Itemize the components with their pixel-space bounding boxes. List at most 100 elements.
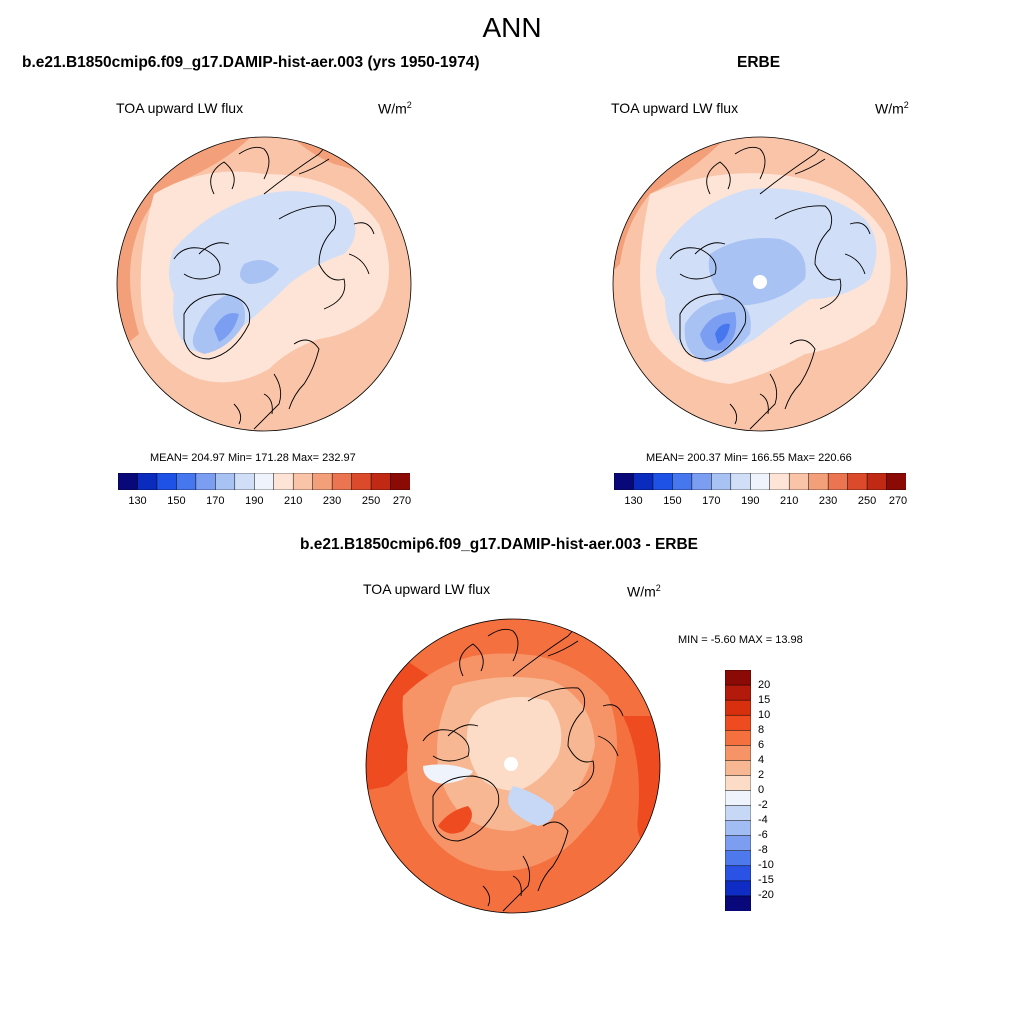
colorbar-swatch (730, 473, 751, 490)
tick-label: 230 (322, 495, 342, 507)
colorbar-swatch (725, 699, 751, 716)
colorbar-swatch (195, 473, 216, 490)
units-label-obs: W/m2 (875, 100, 909, 117)
colorbar-swatch (725, 790, 751, 807)
colorbar-swatch (273, 473, 294, 490)
colorbar-swatch (176, 473, 197, 490)
colorbar-swatch (886, 473, 906, 490)
colorbar-swatch (215, 473, 236, 490)
colorbar-swatch (118, 473, 139, 490)
colorbar-swatch (137, 473, 158, 490)
tick-label: 170 (702, 495, 721, 507)
tick-label: 150 (663, 495, 682, 507)
tick-label: 150 (167, 495, 186, 507)
panel-title-model: b.e21.B1850cmip6.f09_g17.DAMIP-hist-aer.… (22, 54, 480, 71)
tick-label: 130 (624, 495, 643, 507)
tick-label: 270 (888, 495, 908, 507)
main-title: ANN (482, 12, 542, 43)
tick-label: 230 (818, 495, 838, 507)
panel-title-diff: b.e21.B1850cmip6.f09_g17.DAMIP-hist-aer.… (300, 536, 699, 553)
pole-hole (504, 757, 518, 771)
colorbar-swatch (725, 850, 751, 867)
colorbar-model (118, 473, 410, 490)
colorbar-swatch (725, 760, 751, 776)
tick-label: 190 (245, 495, 264, 507)
variable-label-model: TOA upward LW flux (116, 100, 244, 116)
tick-label: 0 (758, 784, 765, 796)
tick-label: -8 (758, 844, 768, 856)
tick-label: 8 (758, 724, 765, 736)
pole-hole (753, 275, 767, 289)
colorbar-swatch (614, 473, 635, 490)
colorbar-swatch (725, 670, 751, 686)
variable-label-diff: TOA upward LW flux (363, 581, 491, 597)
field-band-10 (438, 806, 472, 834)
colorbar-swatch (156, 473, 177, 490)
colorbar-swatch (633, 473, 654, 490)
tick-label: 210 (284, 495, 303, 507)
colorbar-swatch (788, 473, 810, 490)
colorbar-swatch (725, 835, 751, 852)
tick-label: 190 (741, 495, 760, 507)
colorbar-swatch (725, 730, 751, 746)
tick-label: -2 (758, 799, 768, 811)
colorbar-swatch (711, 473, 732, 490)
tick-label: 4 (758, 754, 765, 766)
tick-label: 130 (128, 495, 147, 507)
colorbar-swatch (390, 473, 410, 490)
colorbar-swatch (672, 473, 693, 490)
field-band-190 (240, 260, 279, 284)
map-boundary (612, 136, 908, 432)
colorbar-swatch (370, 473, 392, 490)
colorbar-model-ticks: 130 150 170 190 210 230 250 270 (118, 495, 412, 509)
polar-map-diff (365, 618, 661, 914)
colorbar-swatch (725, 820, 751, 837)
field-band-2 (466, 697, 562, 791)
colorbar-swatch (725, 895, 751, 911)
polar-map-model (116, 136, 412, 432)
colorbar-swatch (847, 473, 868, 490)
colorbar-diff (725, 670, 751, 911)
tick-label: 270 (392, 495, 412, 507)
colorbar-swatch (312, 473, 333, 490)
colorbar-swatch (652, 473, 673, 490)
units-label-model: W/m2 (378, 100, 412, 117)
tick-label: 2 (758, 769, 765, 781)
tick-label: 15 (758, 694, 771, 706)
field-band-190 (708, 238, 806, 306)
colorbar-swatch (351, 473, 372, 490)
stats-model: MEAN= 204.97 Min= 171.28 Max= 232.97 (150, 452, 356, 464)
tick-label: -10 (758, 859, 774, 871)
tick-label: -15 (758, 874, 774, 886)
tick-label: 210 (780, 495, 799, 507)
stats-diff: MIN = -5.60 MAX = 13.98 (678, 634, 803, 646)
colorbar-swatch (808, 473, 829, 490)
panel-title-obs: ERBE (737, 54, 781, 71)
colorbar-diff-ticks: 20 15 10 8 6 4 2 0 -2 -4 -6 -8 -10 -15 -… (758, 670, 798, 911)
colorbar-swatch (769, 473, 790, 490)
colorbar-swatch (866, 473, 888, 490)
units-label-diff: W/m2 (627, 583, 661, 600)
colorbar-swatch (725, 880, 751, 897)
colorbar-swatch (234, 473, 255, 490)
tick-label: 10 (758, 709, 771, 721)
tick-label: -6 (758, 829, 768, 841)
colorbar-swatch (292, 473, 314, 490)
colorbar-swatch (254, 473, 275, 490)
colorbar-swatch (725, 745, 751, 761)
colorbar-swatch (691, 473, 712, 490)
field-band-0 (423, 764, 473, 784)
colorbar-obs (614, 473, 906, 490)
colorbar-swatch (725, 775, 751, 792)
map-boundary (116, 136, 412, 432)
colorbar-swatch (750, 473, 771, 490)
field-band-180 (214, 313, 239, 342)
tick-label: 170 (206, 495, 225, 507)
polar-map-obs (612, 136, 908, 432)
colorbar-swatch (827, 473, 849, 490)
colorbar-swatch (725, 805, 751, 822)
colorbar-swatch (725, 714, 751, 731)
tick-label: 6 (758, 739, 765, 751)
map-boundary (365, 618, 661, 914)
field-band-neg2 (508, 786, 554, 826)
